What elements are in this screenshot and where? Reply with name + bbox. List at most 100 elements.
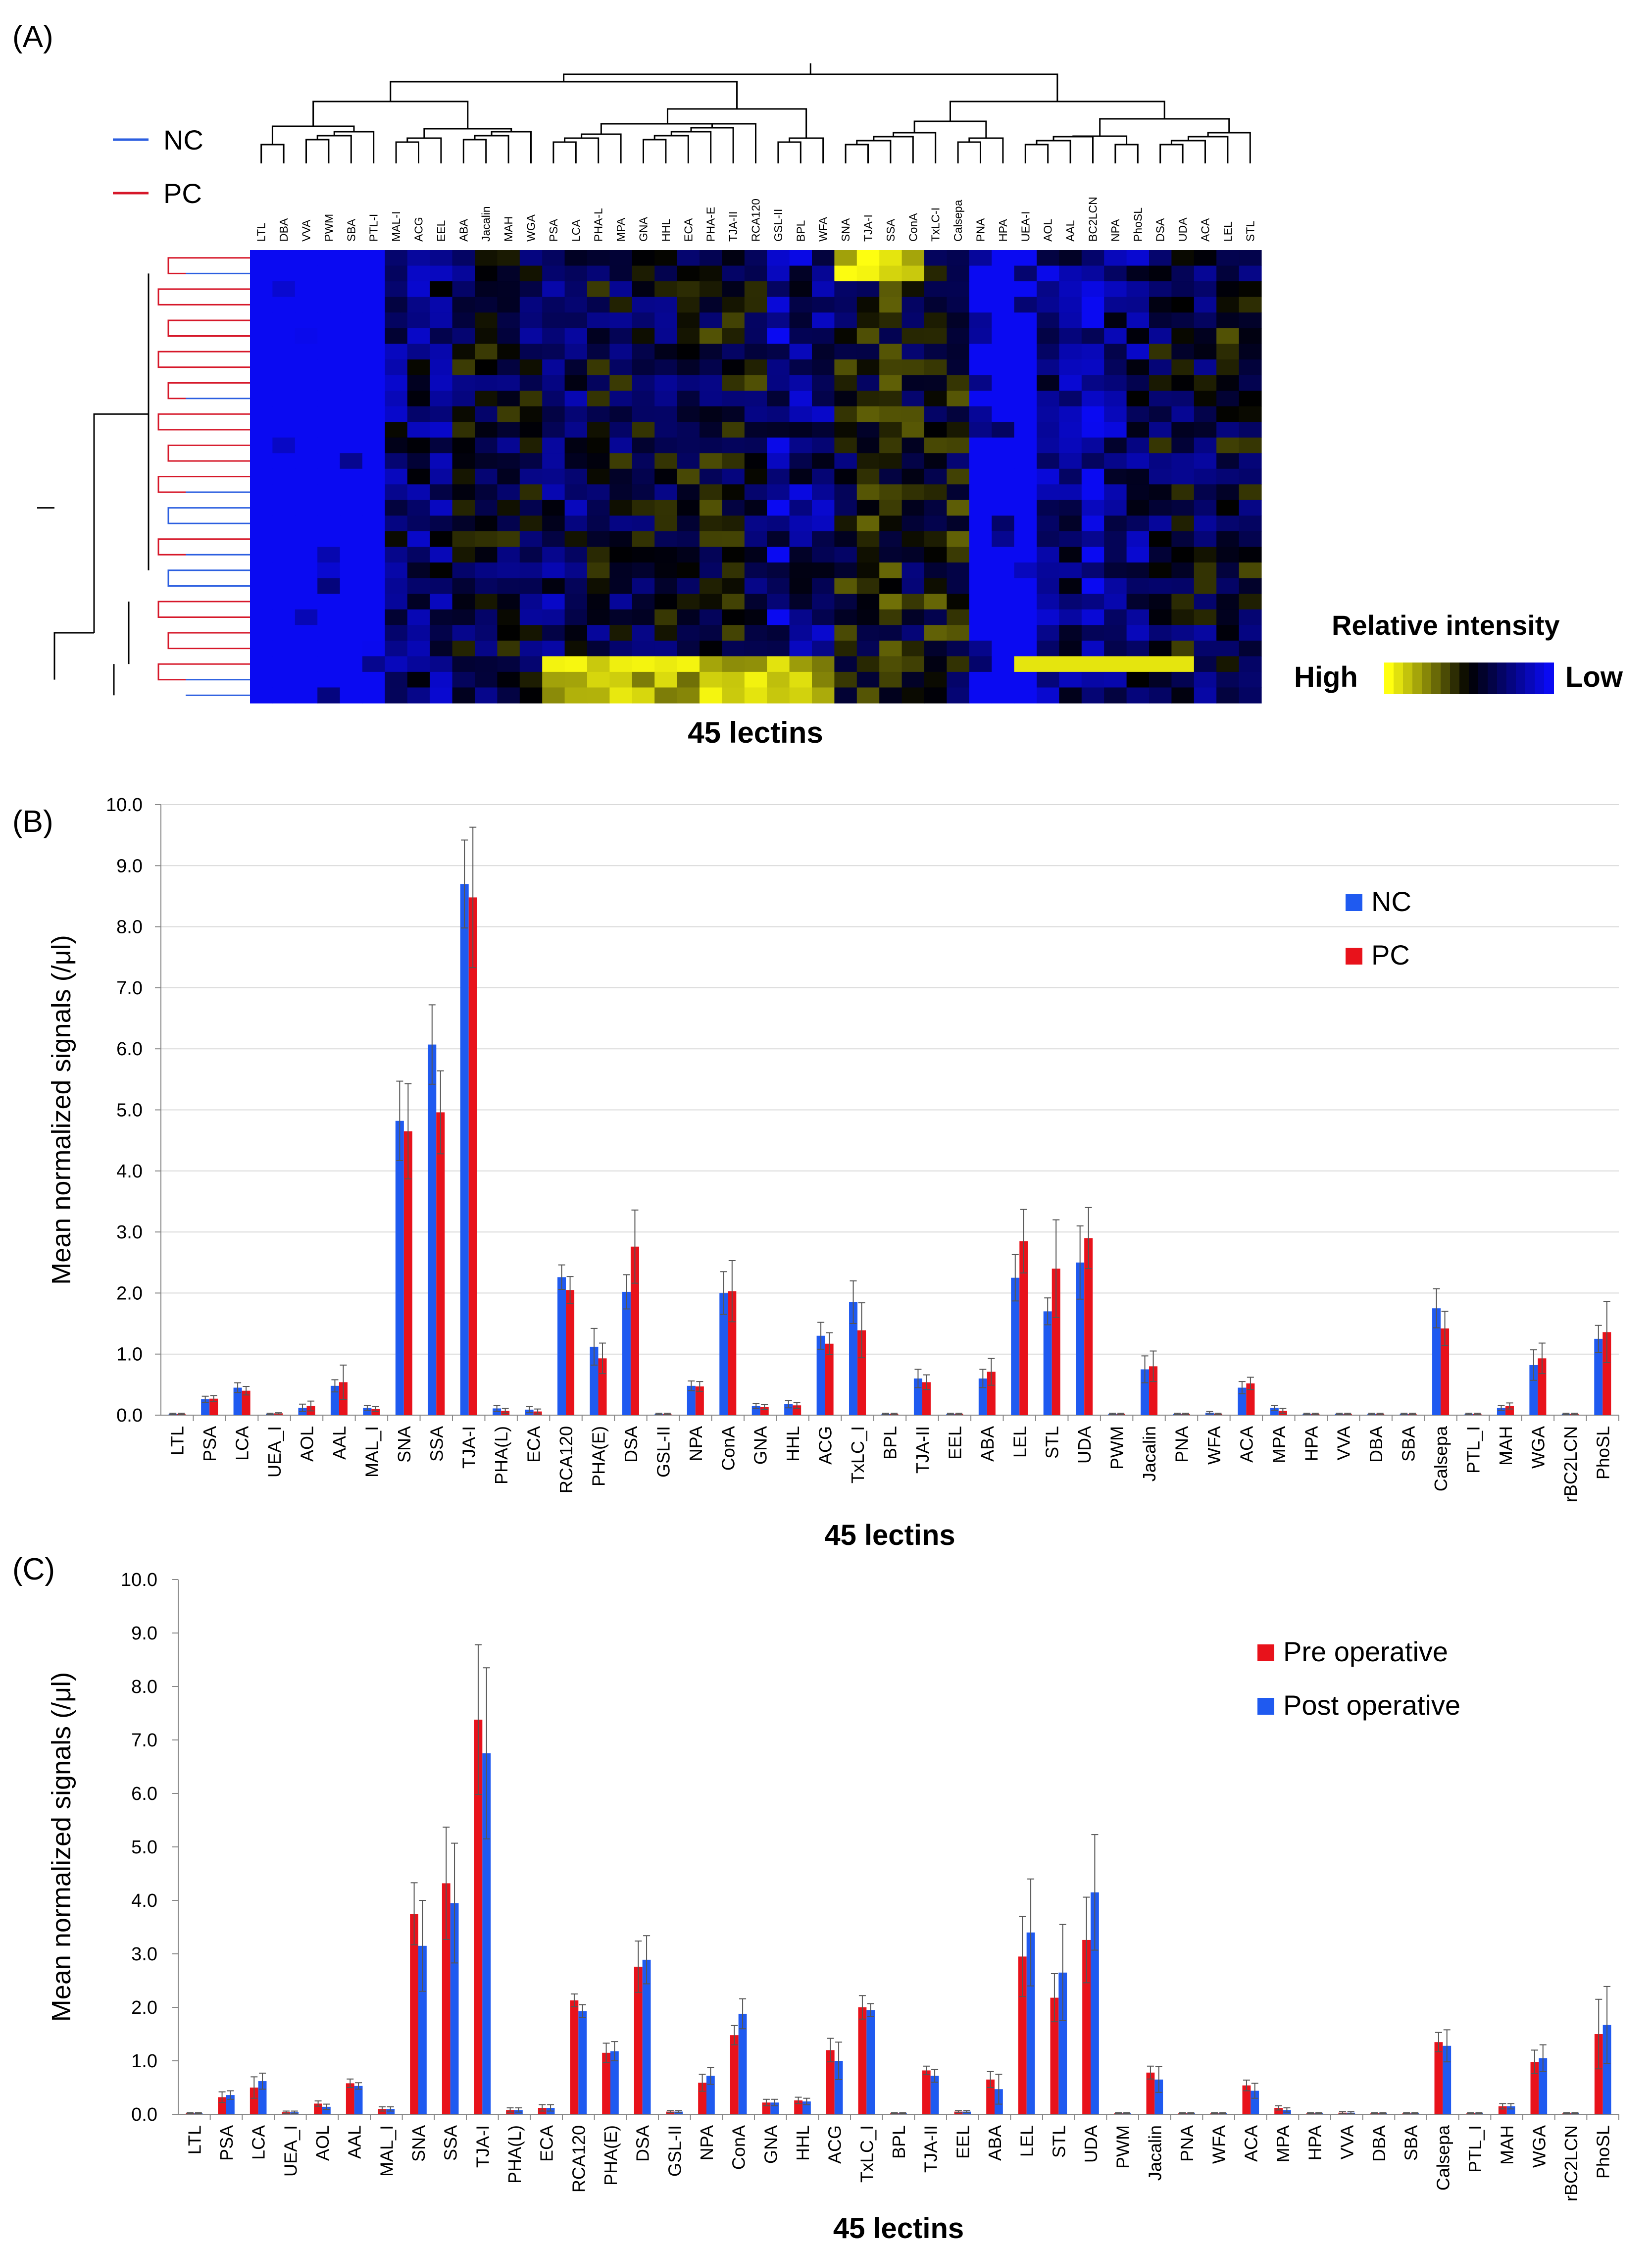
heatmap-column-label: ACG: [412, 217, 425, 242]
heatmap-cell: [700, 640, 722, 657]
x-tick-label: TJA-I: [472, 2125, 493, 2168]
heatmap-cell: [1194, 640, 1217, 657]
heatmap-cell: [677, 265, 700, 282]
heatmap-cell: [542, 609, 565, 625]
heatmap-cell: [789, 250, 812, 266]
heatmap-cell: [362, 250, 385, 266]
heatmap-cell: [452, 359, 475, 376]
heatmap-cell: [1171, 468, 1195, 485]
heatmap-cell: [722, 515, 745, 532]
heatmap-cell: [542, 265, 565, 282]
heatmap-column-label: AOL: [1042, 219, 1054, 242]
heatmap-column-label: LTL: [255, 223, 268, 242]
heatmap-cell: [947, 687, 970, 704]
x-tick-label: TxLC_I: [856, 2125, 877, 2183]
heatmap-cell: [519, 687, 543, 704]
x-tick-label: RCA120: [556, 1426, 576, 1493]
heatmap-cell: [564, 390, 588, 407]
heatmap-cell: [250, 594, 273, 610]
heatmap-cell: [1081, 390, 1104, 407]
heatmap-cell: [317, 625, 341, 641]
dendrogram-branch: [856, 140, 892, 163]
bar-pre-operative: [1530, 2062, 1539, 2114]
heatmap-cell: [924, 297, 947, 313]
x-tick-label: GSL-II: [653, 1426, 673, 1478]
heatmap-cell: [947, 671, 970, 688]
error-bar: [623, 1274, 630, 1310]
heatmap-cell: [856, 312, 880, 329]
heatmap-cell: [362, 281, 385, 298]
heatmap-cell: [992, 297, 1015, 313]
heatmap-cell: [340, 594, 363, 610]
heatmap-cell: [767, 671, 790, 688]
heatmap-cell: [385, 671, 408, 688]
heatmap-cell: [654, 562, 678, 579]
heatmap-cell: [407, 562, 430, 579]
heatmap-cell: [834, 671, 857, 688]
heatmap-column-label: TJA-II: [727, 211, 740, 242]
heatmap-cell: [654, 281, 678, 298]
heatmap-cell: [340, 578, 363, 594]
heatmap-cell: [362, 344, 385, 360]
heatmap-cell: [992, 562, 1015, 579]
x-tick-label: PNA: [1172, 1426, 1192, 1463]
heatmap-cell: [430, 281, 453, 298]
heatmap-cell: [452, 422, 475, 438]
colorbar-swatch: [1394, 663, 1403, 694]
heatmap-cell: [856, 671, 880, 688]
heatmap-cell: [856, 531, 880, 548]
heatmap-cell: [407, 500, 430, 516]
heatmap-cell: [632, 390, 655, 407]
error-bar: [1051, 1973, 1058, 2023]
heatmap-cell: [1014, 406, 1037, 422]
heatmap-cell: [1171, 437, 1195, 454]
heatmap-cell: [992, 671, 1015, 688]
heatmap-cell: [834, 406, 857, 422]
heatmap-cell: [901, 281, 925, 298]
heatmap-cell: [744, 671, 767, 688]
heatmap-cell: [1059, 265, 1082, 282]
heatmap-cell: [700, 328, 722, 344]
heatmap-cell: [430, 406, 453, 422]
heatmap-cell: [272, 422, 296, 438]
heatmap-cell: [1194, 406, 1217, 422]
heatmap-cell: [654, 328, 678, 344]
heatmap-cell: [1104, 359, 1127, 376]
bar-pre-operative: [986, 2079, 995, 2114]
colorbar-swatch: [1469, 663, 1479, 694]
x-tick-label: HHL: [793, 2125, 813, 2161]
heatmap-cell: [609, 656, 633, 672]
heatmap-cell: [407, 578, 430, 594]
error-bar: [947, 1413, 954, 1415]
heatmap-cell: [475, 297, 498, 313]
heatmap-cell: [700, 344, 722, 360]
heatmap-cell: [1037, 547, 1059, 563]
heatmap-cell: [947, 453, 970, 469]
heatmap-cell: [1014, 250, 1037, 266]
error-bar: [1539, 2044, 1547, 2072]
heatmap-cell: [407, 359, 430, 376]
heatmap-cell: [789, 531, 812, 548]
heatmap-cell: [587, 578, 610, 594]
dendrogram-branch: [949, 101, 1165, 121]
heatmap-cell: [1239, 406, 1262, 422]
x-tick-label: GNA: [760, 2125, 781, 2164]
heatmap-cell: [812, 422, 835, 438]
heatmap-cell: [834, 625, 857, 641]
heatmap-cell: [519, 640, 543, 657]
legend-swatch-post-operative: [1257, 1698, 1274, 1715]
heatmap-cell: [1081, 625, 1104, 641]
heatmap-cell: [834, 453, 857, 469]
bar-pc: [987, 1372, 996, 1415]
heatmap-cell: [1014, 265, 1037, 282]
error-bar: [1155, 2066, 1162, 2093]
heatmap-column-label: DSA: [1154, 218, 1167, 242]
bar-nc: [1238, 1387, 1247, 1415]
dendrogram-branch: [423, 128, 512, 138]
legend-label-pre-operative: Pre operative: [1283, 1636, 1448, 1667]
error-bar: [599, 1342, 606, 1375]
heatmap-cell: [385, 468, 408, 485]
heatmap-cell: [587, 640, 610, 657]
heatmap-column-label: PNA: [974, 218, 987, 242]
heatmap-cell: [700, 312, 722, 329]
